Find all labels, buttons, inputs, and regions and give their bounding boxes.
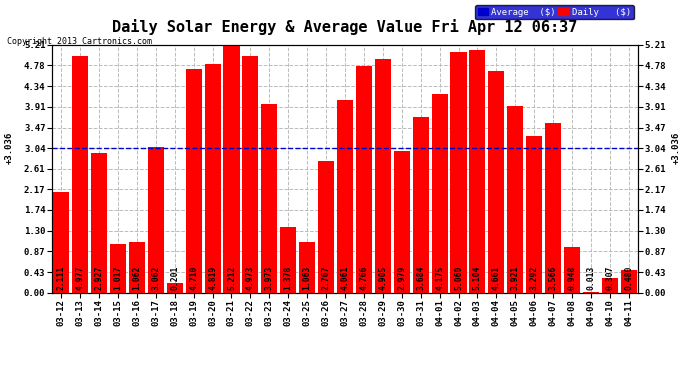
Text: 0.013: 0.013: [586, 266, 595, 290]
Bar: [545, 123, 561, 292]
Bar: [129, 242, 145, 292]
Bar: [262, 104, 277, 292]
Text: 4.905: 4.905: [378, 266, 387, 290]
Text: 4.819: 4.819: [208, 266, 217, 290]
Text: 4.973: 4.973: [246, 266, 255, 290]
Text: 2.111: 2.111: [57, 266, 66, 290]
Bar: [204, 64, 221, 292]
Text: 4.175: 4.175: [435, 266, 444, 290]
Bar: [337, 100, 353, 292]
Bar: [242, 56, 259, 292]
Text: 0.480: 0.480: [624, 266, 633, 290]
Text: 1.063: 1.063: [303, 266, 312, 290]
Text: +3.036: +3.036: [672, 132, 681, 164]
Text: 5.060: 5.060: [454, 266, 463, 290]
Bar: [564, 248, 580, 292]
Bar: [469, 50, 486, 292]
Bar: [167, 283, 183, 292]
Legend: Average  ($), Daily   ($): Average ($), Daily ($): [475, 5, 633, 20]
Text: 3.973: 3.973: [265, 266, 274, 290]
Text: 4.977: 4.977: [76, 266, 85, 290]
Bar: [431, 94, 448, 292]
Bar: [394, 151, 410, 292]
Bar: [356, 66, 372, 292]
Text: Copyright 2013 Cartronics.com: Copyright 2013 Cartronics.com: [7, 38, 152, 46]
Text: 3.062: 3.062: [151, 266, 160, 290]
Text: +3.036: +3.036: [5, 132, 14, 164]
Bar: [507, 106, 523, 292]
Bar: [375, 60, 391, 292]
Text: 5.212: 5.212: [227, 266, 236, 290]
Text: 2.767: 2.767: [322, 266, 331, 290]
Text: 4.661: 4.661: [492, 266, 501, 290]
Bar: [224, 45, 239, 292]
Bar: [621, 270, 637, 292]
Text: 3.292: 3.292: [530, 266, 539, 290]
Text: 3.921: 3.921: [511, 266, 520, 290]
Bar: [318, 161, 334, 292]
Bar: [451, 52, 466, 292]
Text: 3.566: 3.566: [549, 266, 558, 290]
Bar: [53, 192, 69, 292]
Text: 3.684: 3.684: [416, 266, 425, 290]
Text: 4.061: 4.061: [340, 266, 350, 290]
Text: 0.948: 0.948: [568, 266, 577, 290]
Bar: [148, 147, 164, 292]
Text: 2.979: 2.979: [397, 266, 406, 290]
Bar: [489, 71, 504, 292]
Bar: [280, 227, 296, 292]
Text: 5.104: 5.104: [473, 266, 482, 290]
Bar: [72, 56, 88, 292]
Text: 1.017: 1.017: [113, 266, 122, 290]
Bar: [526, 136, 542, 292]
Text: 4.710: 4.710: [189, 266, 198, 290]
Text: Daily Solar Energy & Average Value Fri Apr 12 06:37: Daily Solar Energy & Average Value Fri A…: [112, 19, 578, 35]
Text: 4.766: 4.766: [359, 266, 368, 290]
Text: 0.201: 0.201: [170, 266, 179, 290]
Text: 2.927: 2.927: [95, 266, 103, 290]
Bar: [186, 69, 201, 292]
Bar: [602, 278, 618, 292]
Bar: [91, 153, 107, 292]
Bar: [413, 117, 428, 292]
Text: 1.378: 1.378: [284, 266, 293, 290]
Text: 1.062: 1.062: [132, 266, 141, 290]
Bar: [299, 242, 315, 292]
Bar: [110, 244, 126, 292]
Text: 0.307: 0.307: [605, 266, 614, 290]
